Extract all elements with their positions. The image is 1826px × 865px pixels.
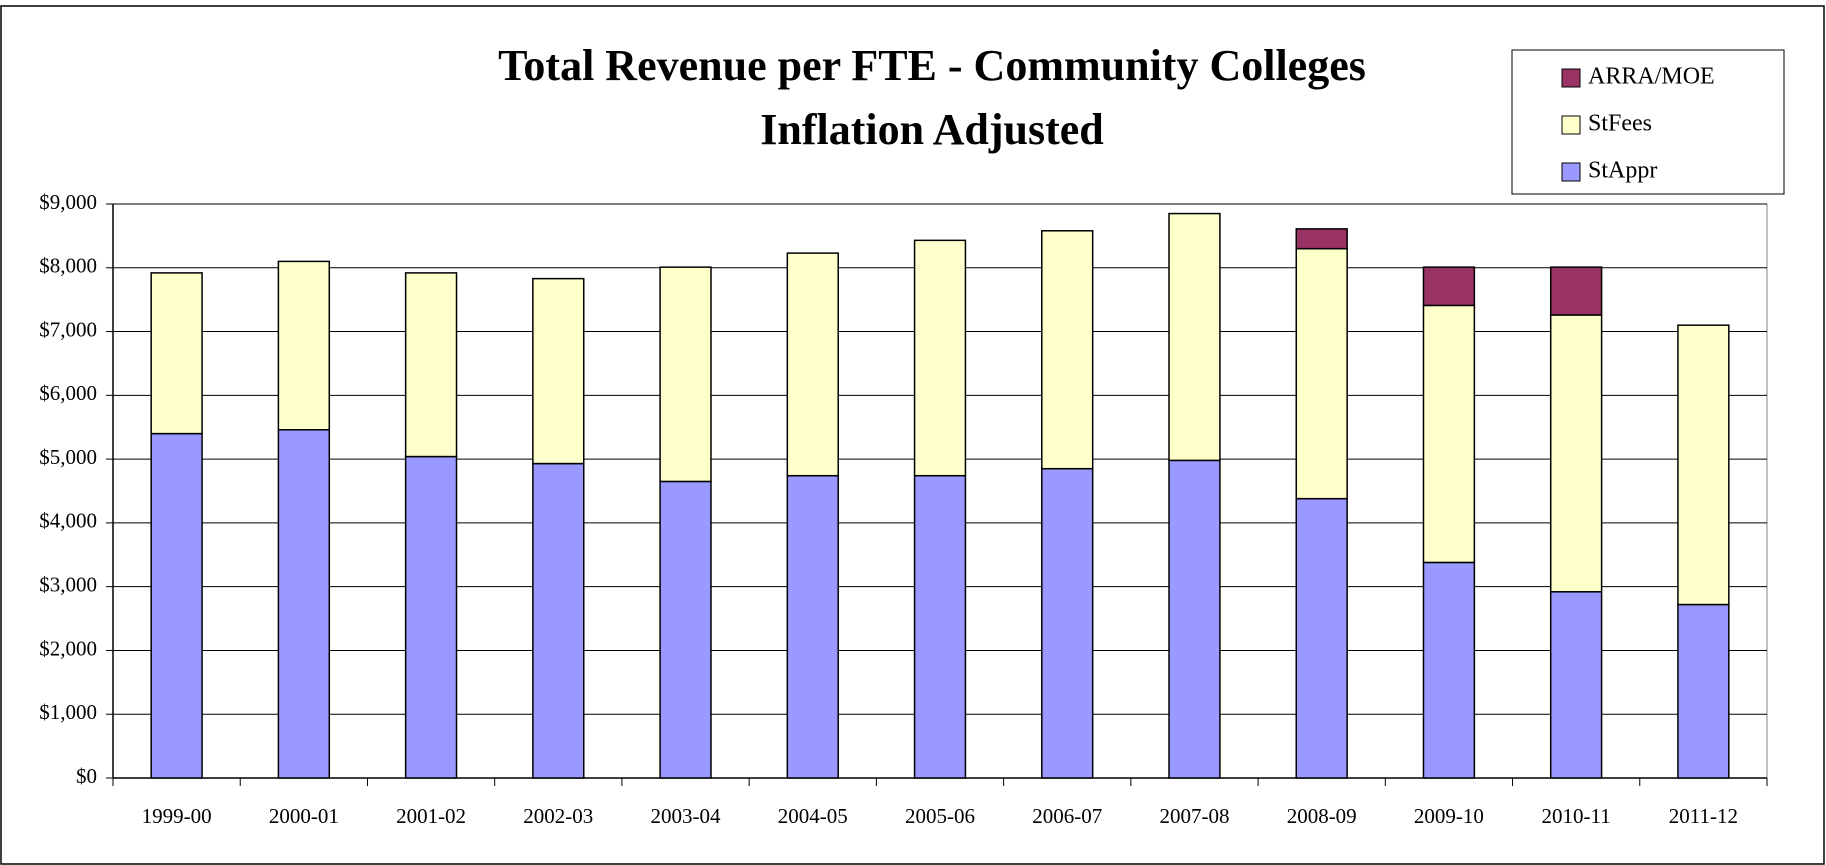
- bar-segment: [1677, 324, 1730, 606]
- bar-segment: [1549, 591, 1603, 779]
- x-tick-label: 2001-02: [396, 804, 466, 828]
- bar-segment: [277, 429, 331, 779]
- legend-label: StFees: [1588, 111, 1652, 137]
- x-tick-label: 2007-08: [1159, 804, 1229, 828]
- bar-segment: [404, 455, 458, 779]
- x-tick-label: 2003-04: [651, 804, 721, 828]
- y-tick-label: $1,000: [39, 700, 97, 724]
- bar-segment: [1295, 228, 1348, 250]
- bar-segment: [277, 260, 331, 431]
- x-tick-label: 2011-12: [1669, 804, 1738, 828]
- bar-segment: [1549, 314, 1603, 593]
- bar-segment: [1168, 212, 1221, 462]
- x-tick-label: 2002-03: [523, 804, 593, 828]
- bar-segment: [532, 462, 585, 779]
- legend-label: StAppr: [1588, 158, 1657, 184]
- x-tick-label: 2005-06: [905, 804, 975, 828]
- bar-segment: [150, 432, 203, 779]
- bar-segment: [1041, 467, 1094, 779]
- y-tick-label: $9,000: [39, 190, 97, 214]
- bar-segment: [786, 474, 839, 779]
- bar-segment: [532, 277, 585, 465]
- bar-segment: [404, 272, 458, 458]
- bar-segment: [1422, 561, 1476, 779]
- x-tick-label: 2009-10: [1414, 804, 1484, 828]
- bar-segment: [913, 239, 967, 477]
- x-tick-label: 1999-00: [142, 804, 212, 828]
- bar-segment: [150, 272, 203, 435]
- chart-title: Total Revenue per FTE - Community Colleg…: [498, 41, 1366, 90]
- bar-segment: [1041, 230, 1094, 470]
- bar-segment: [659, 266, 712, 483]
- legend-swatch: [1561, 162, 1581, 182]
- x-tick-label: 2000-01: [269, 804, 339, 828]
- bar-segment: [1295, 247, 1348, 500]
- legend-label: ARRA/MOE: [1588, 64, 1715, 90]
- bar-segment: [1549, 266, 1603, 316]
- bar-segment: [1422, 304, 1476, 564]
- bar-segment: [786, 252, 839, 477]
- legend-swatch: [1561, 115, 1581, 135]
- y-tick-label: $6,000: [39, 381, 97, 405]
- bar-segment: [659, 480, 712, 779]
- y-tick-label: $5,000: [39, 445, 97, 469]
- bar-segment: [913, 474, 967, 779]
- y-tick-label: $7,000: [39, 317, 97, 341]
- y-tick-label: $0: [76, 764, 97, 788]
- y-tick-label: $3,000: [39, 572, 97, 596]
- y-tick-label: $8,000: [39, 254, 97, 278]
- chart-subtitle: Inflation Adjusted: [760, 105, 1104, 154]
- bar-segment: [1677, 603, 1730, 779]
- legend-box: [1511, 49, 1785, 195]
- bar-segment: [1422, 266, 1476, 307]
- x-tick-label: 2004-05: [778, 804, 848, 828]
- bar-segment: [1168, 459, 1221, 779]
- y-tick-label: $4,000: [39, 509, 97, 533]
- bar-segment: [1295, 497, 1348, 779]
- y-tick-label: $2,000: [39, 636, 97, 660]
- x-tick-label: 2010-11: [1542, 804, 1611, 828]
- legend-swatch: [1561, 68, 1581, 88]
- chart-border: [0, 5, 1825, 865]
- x-tick-label: 2008-09: [1287, 804, 1357, 828]
- x-tick-label: 2006-07: [1032, 804, 1102, 828]
